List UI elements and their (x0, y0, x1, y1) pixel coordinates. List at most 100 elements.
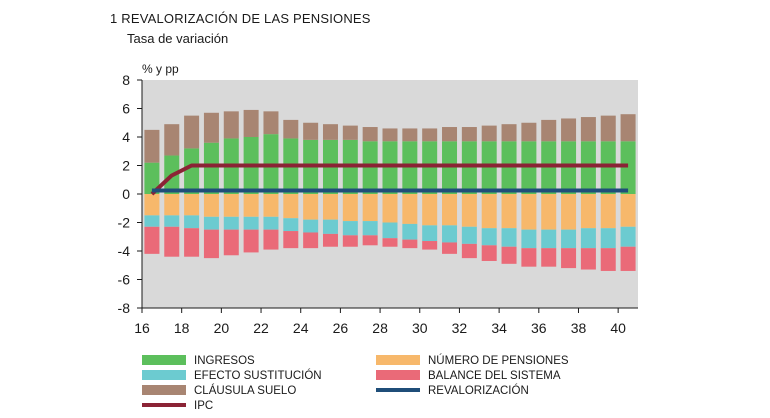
bar-balance-del-sistema-17 (481, 245, 497, 261)
bar-balance-del-sistema-2 (184, 228, 200, 257)
bar-balance-del-sistema-12 (382, 238, 398, 247)
x-tick-label: 18 (174, 320, 190, 336)
bar-balance-del-sistema-18 (501, 246, 517, 264)
bar-cl-usula-suelo-10 (342, 125, 358, 140)
bar-efecto-sustituci-n-2 (184, 215, 200, 229)
bar-efecto-sustituci-n-21 (561, 229, 577, 249)
bar-cl-usula-suelo-8 (303, 122, 319, 140)
bar-efecto-sustituci-n-9 (322, 219, 338, 234)
bar-efecto-sustituci-n-0 (144, 215, 160, 227)
y-tick-label: 6 (122, 101, 130, 117)
bar-n-mero-de-pensiones-12 (382, 194, 398, 223)
bar-n-mero-de-pensiones-23 (600, 194, 616, 229)
bar-n-mero-de-pensiones-24 (620, 194, 636, 227)
bar-efecto-sustituci-n-7 (283, 218, 299, 232)
bar-ingresos-21 (561, 141, 577, 194)
bar-balance-del-sistema-13 (402, 239, 418, 249)
bar-balance-del-sistema-6 (263, 229, 279, 250)
y-tick-label: 4 (122, 129, 130, 145)
bar-ingresos-23 (600, 141, 616, 194)
legend-swatch-n-mero-de-pensiones (376, 355, 420, 365)
bar-balance-del-sistema-9 (322, 233, 338, 247)
legend-label-revalorizaci-n: REVALORIZACIÓN (428, 384, 529, 397)
bar-balance-del-sistema-5 (243, 229, 259, 253)
y-tick-label: 2 (122, 158, 130, 174)
bar-efecto-sustituci-n-18 (501, 228, 517, 247)
bar-cl-usula-suelo-2 (184, 115, 200, 149)
bar-efecto-sustituci-n-13 (402, 223, 418, 240)
bar-ingresos-0 (144, 162, 160, 194)
bar-efecto-sustituci-n-6 (263, 216, 279, 230)
legend-swatch-ipc (142, 403, 186, 407)
bar-efecto-sustituci-n-14 (422, 225, 438, 242)
bar-balance-del-sistema-21 (561, 248, 577, 269)
y-tick-label: -4 (118, 243, 131, 259)
bar-ingresos-2 (184, 148, 200, 194)
bar-cl-usula-suelo-0 (144, 129, 160, 163)
x-tick-label: 38 (571, 320, 587, 336)
bar-ingresos-19 (521, 141, 537, 194)
x-tick-label: 24 (293, 320, 309, 336)
bar-cl-usula-suelo-22 (580, 117, 596, 142)
bar-ingresos-15 (442, 141, 458, 194)
x-tick-label: 22 (253, 320, 269, 336)
bar-balance-del-sistema-0 (144, 226, 160, 254)
bar-ingresos-22 (580, 141, 596, 194)
bar-balance-del-sistema-10 (342, 235, 358, 247)
bar-cl-usula-suelo-6 (263, 111, 279, 135)
bar-cl-usula-suelo-18 (501, 124, 517, 142)
bar-efecto-sustituci-n-19 (521, 229, 537, 249)
bar-balance-del-sistema-3 (203, 229, 219, 259)
bar-efecto-sustituci-n-22 (580, 228, 596, 249)
bar-efecto-sustituci-n-20 (541, 229, 557, 249)
bar-n-mero-de-pensiones-3 (203, 194, 219, 217)
bar-n-mero-de-pensiones-7 (283, 194, 299, 219)
bar-efecto-sustituci-n-12 (382, 222, 398, 239)
bar-n-mero-de-pensiones-15 (442, 194, 458, 226)
bar-ingresos-12 (382, 141, 398, 194)
x-tick-label: 26 (333, 320, 349, 336)
bar-cl-usula-suelo-9 (322, 124, 338, 140)
y-tick-label: -2 (118, 215, 131, 231)
bar-n-mero-de-pensiones-1 (164, 194, 180, 216)
x-tick-label: 20 (214, 320, 230, 336)
bar-n-mero-de-pensiones-0 (144, 194, 160, 216)
bar-cl-usula-suelo-17 (481, 125, 497, 142)
bar-efecto-sustituci-n-11 (362, 221, 378, 236)
legend-label-ingresos: INGRESOS (194, 355, 255, 367)
bar-n-mero-de-pensiones-18 (501, 194, 517, 229)
bar-balance-del-sistema-7 (283, 231, 299, 249)
legend-swatch-revalorizaci-n (376, 388, 420, 392)
legend-swatch-efecto-sustituci-n (142, 370, 186, 380)
bar-ingresos-24 (620, 141, 636, 194)
bar-n-mero-de-pensiones-2 (184, 194, 200, 216)
bar-n-mero-de-pensiones-9 (322, 194, 338, 220)
bar-balance-del-sistema-24 (620, 246, 636, 271)
bar-efecto-sustituci-n-8 (303, 219, 319, 233)
bar-cl-usula-suelo-13 (402, 128, 418, 142)
bar-ingresos-17 (481, 141, 497, 194)
x-tick-label: 28 (372, 320, 388, 336)
bar-balance-del-sistema-16 (461, 243, 477, 259)
bar-cl-usula-suelo-14 (422, 128, 438, 142)
bar-cl-usula-suelo-4 (223, 111, 239, 139)
x-tick-label: 30 (412, 320, 428, 336)
bar-efecto-sustituci-n-10 (342, 221, 358, 236)
y-tick-label: -6 (118, 272, 131, 288)
bar-ingresos-14 (422, 141, 438, 194)
y-tick-label: 8 (122, 72, 130, 88)
bar-cl-usula-suelo-20 (541, 119, 557, 142)
bar-cl-usula-suelo-15 (442, 127, 458, 142)
legend-label-efecto-sustituci-n: EFECTO SUSTITUCIÓN (194, 369, 322, 382)
bar-ingresos-11 (362, 141, 378, 194)
bar-efecto-sustituci-n-15 (442, 225, 458, 243)
bar-balance-del-sistema-1 (164, 226, 180, 257)
y-axis-unit: % y pp (142, 62, 179, 76)
bar-n-mero-de-pensiones-14 (422, 194, 438, 226)
bar-n-mero-de-pensiones-13 (402, 194, 418, 224)
bar-efecto-sustituci-n-1 (164, 215, 180, 227)
y-tick-label: 0 (122, 186, 130, 202)
legend-swatch-balance-del-sistema (376, 370, 420, 380)
legend-swatch-cl-usula-suelo (142, 385, 186, 395)
